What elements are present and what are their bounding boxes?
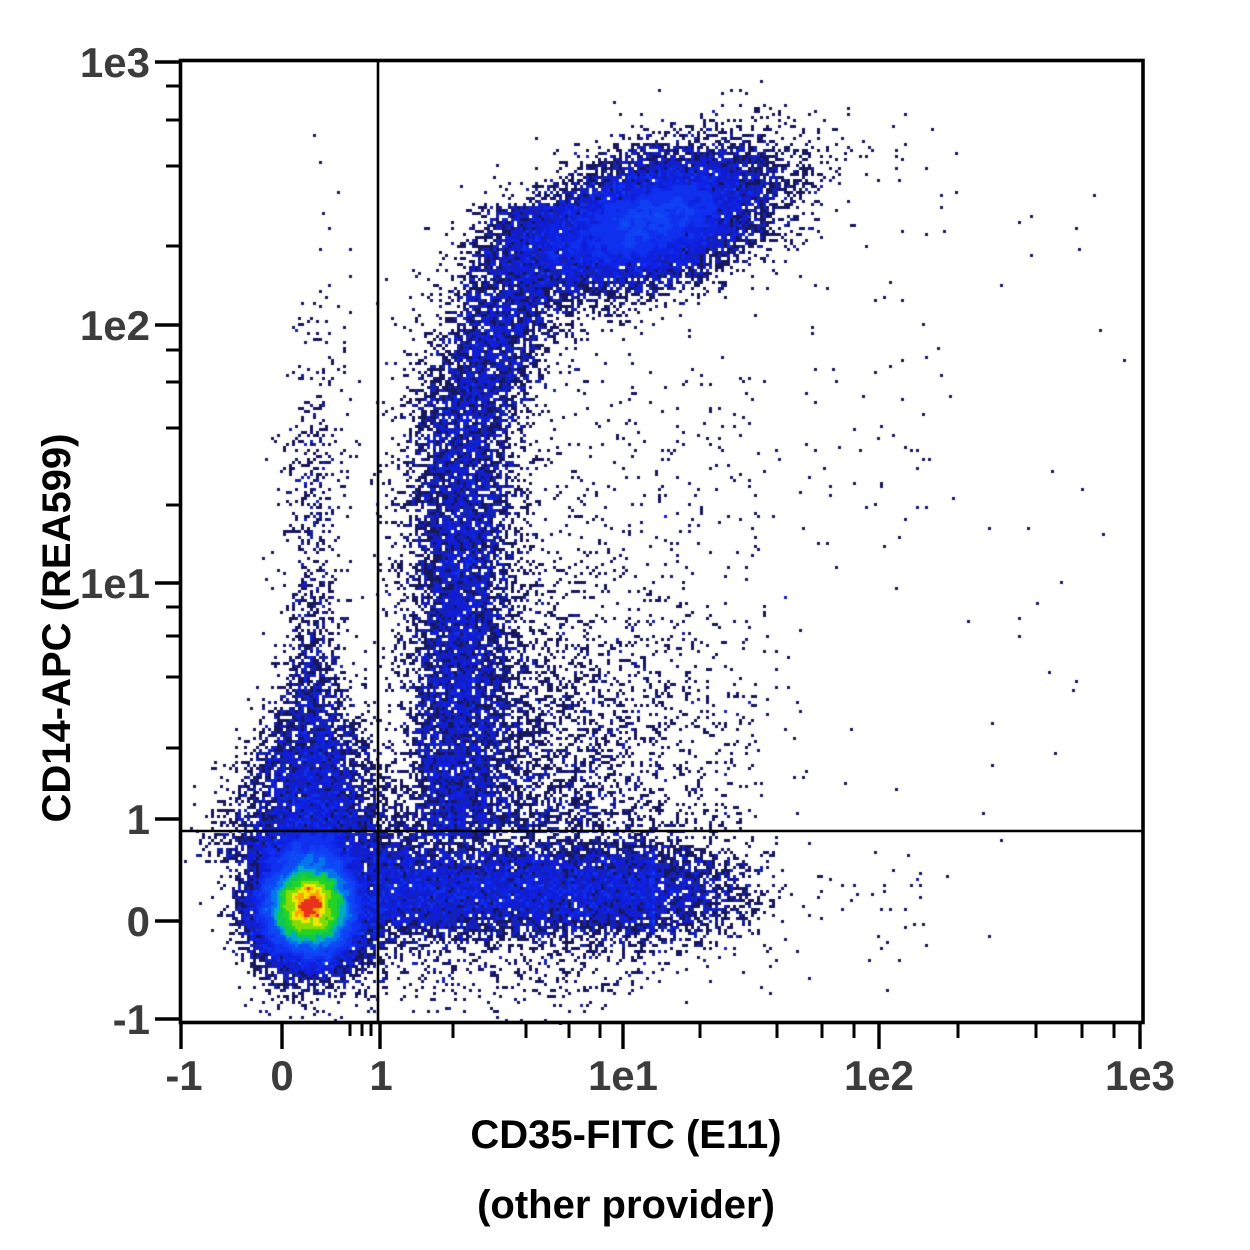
svg-text:1e3: 1e3 (1105, 1052, 1175, 1099)
svg-text:1: 1 (127, 796, 150, 843)
svg-text:CD14-APC (REA599): CD14-APC (REA599) (35, 434, 79, 823)
svg-text:CD35-FITC (E11): CD35-FITC (E11) (470, 1113, 781, 1157)
svg-text:-1: -1 (113, 996, 150, 1043)
svg-text:1e3: 1e3 (80, 39, 150, 86)
svg-text:(other provider): (other provider) (477, 1183, 775, 1227)
svg-text:1e1: 1e1 (80, 560, 150, 607)
svg-text:-1: -1 (165, 1052, 202, 1099)
svg-text:1: 1 (369, 1052, 392, 1099)
svg-text:1e1: 1e1 (588, 1052, 658, 1099)
svg-text:1e2: 1e2 (844, 1052, 914, 1099)
svg-text:0: 0 (127, 898, 150, 945)
svg-text:0: 0 (270, 1052, 293, 1099)
svg-text:1e2: 1e2 (80, 302, 150, 349)
